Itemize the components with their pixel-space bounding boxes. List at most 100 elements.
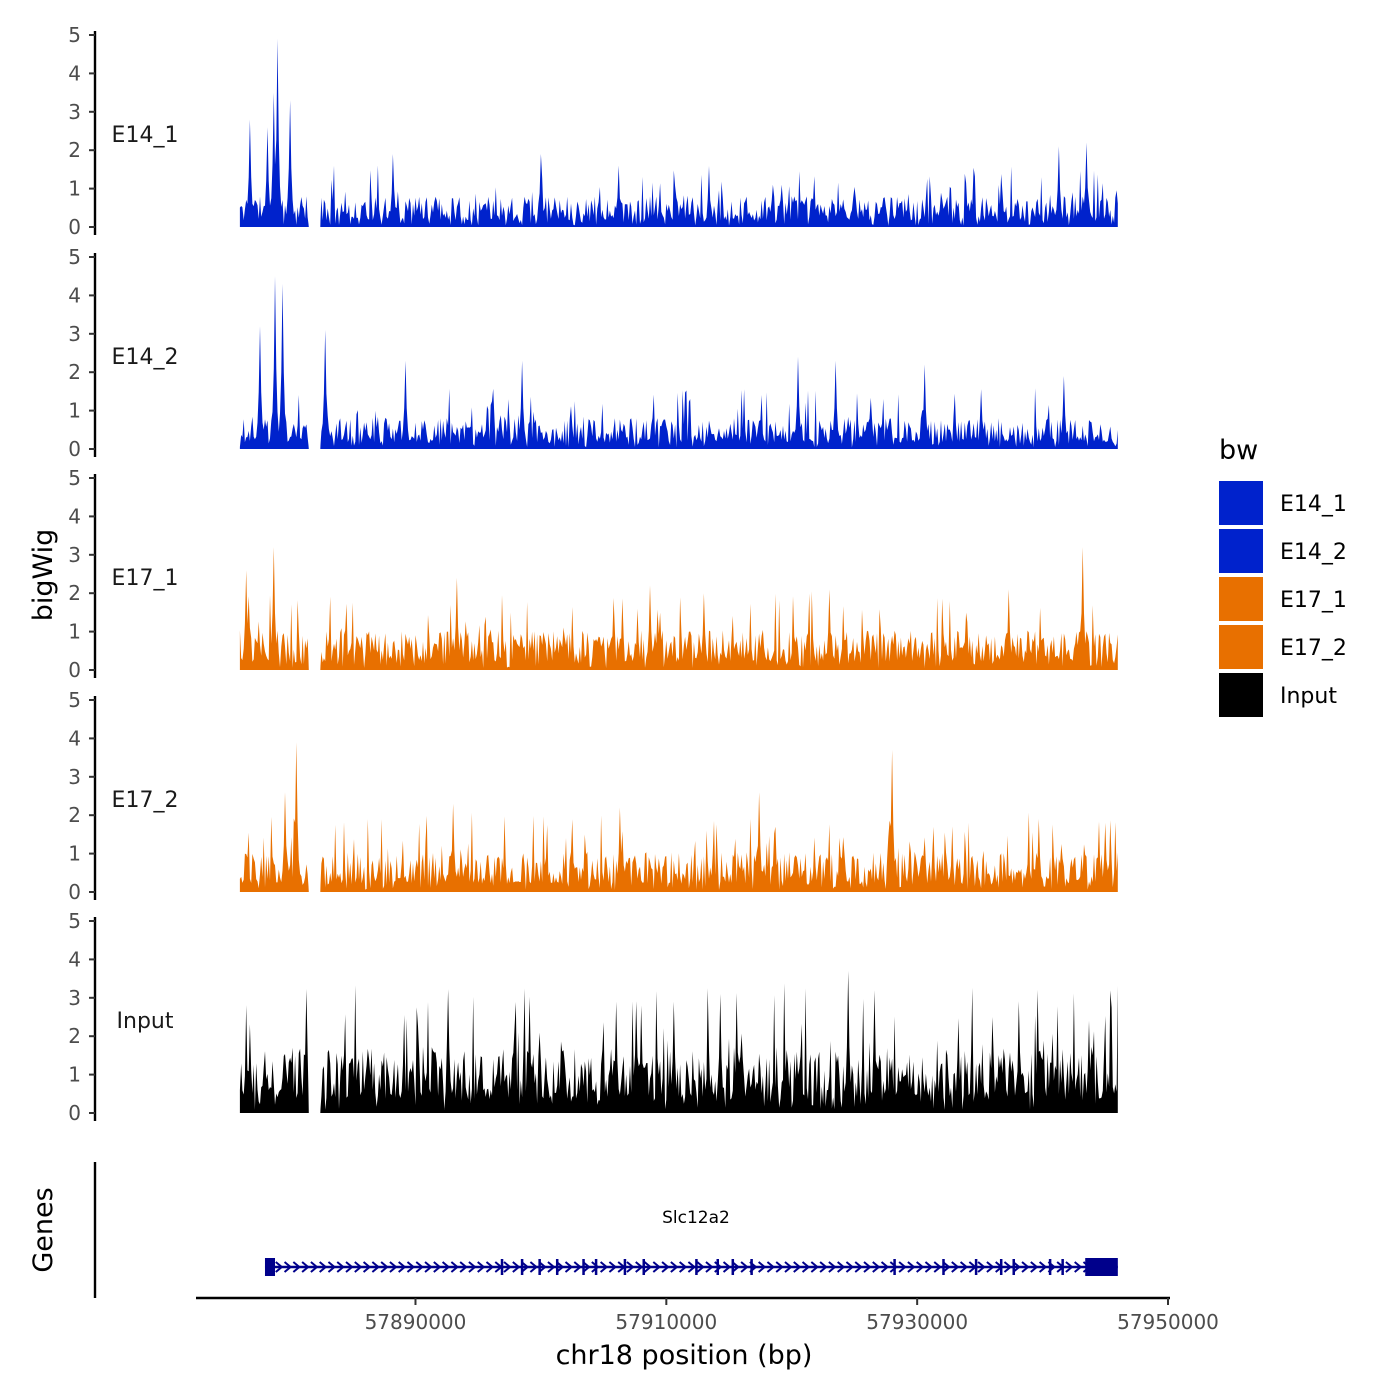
gene-exon — [1085, 1258, 1118, 1276]
y-tick-label: 3 — [68, 322, 81, 346]
y-tick-label: 1 — [68, 177, 81, 201]
strand-arrow — [801, 1261, 811, 1273]
strand-arrow — [784, 1261, 793, 1273]
gene-exon — [594, 1259, 598, 1275]
track-label: E17_1 — [112, 566, 179, 591]
y-tick-label: 3 — [68, 543, 81, 567]
strand-arrow — [398, 1261, 407, 1273]
strand-arrow — [1030, 1261, 1039, 1273]
strand-arrow — [696, 1261, 705, 1273]
strand-arrow — [362, 1261, 372, 1273]
y-tick-label: 4 — [68, 61, 81, 85]
gene-exon — [893, 1259, 896, 1275]
y-tick-label: 1 — [68, 1063, 81, 1087]
strand-arrow — [635, 1261, 644, 1273]
strand-arrow — [599, 1261, 609, 1273]
strand-arrow — [916, 1261, 925, 1273]
strand-arrow — [898, 1261, 907, 1273]
y-tick-label: 0 — [68, 880, 81, 904]
strand-arrow — [319, 1261, 328, 1273]
track-panel-E17_2: 0 1 2 3 4 5 E17_2 — [68, 688, 1118, 904]
strand-arrow — [722, 1261, 732, 1273]
track-panel-E17_1: 0 1 2 3 4 5 E17_1 — [68, 466, 1118, 682]
legend-swatch-E14_1 — [1219, 481, 1263, 525]
y-tick-label: 0 — [68, 1101, 81, 1125]
y-tick-label: 2 — [68, 803, 81, 827]
legend-label-Input: Input — [1280, 684, 1337, 709]
strand-arrow — [951, 1261, 960, 1273]
strand-arrow — [1003, 1261, 1013, 1273]
coverage-gap — [308, 700, 321, 894]
strand-arrow — [301, 1261, 310, 1273]
strand-arrow — [503, 1261, 512, 1273]
strand-arrow — [1012, 1261, 1021, 1273]
strand-arrow — [907, 1261, 916, 1273]
strand-arrow — [845, 1261, 854, 1273]
strand-arrow — [854, 1261, 863, 1273]
strand-arrow — [670, 1261, 679, 1273]
strand-arrow — [529, 1261, 538, 1273]
coverage-area-E17_1 — [239, 547, 1118, 670]
strand-arrow — [389, 1261, 398, 1273]
y-tick-label: 2 — [68, 138, 81, 162]
strand-arrow — [354, 1261, 363, 1273]
strand-arrow — [371, 1261, 380, 1273]
coverage-gap — [308, 478, 321, 672]
strand-arrow — [924, 1261, 934, 1273]
strand-arrow — [837, 1261, 846, 1273]
gene-exon — [942, 1259, 945, 1275]
strand-arrow — [986, 1261, 995, 1273]
gene-exon — [695, 1259, 698, 1275]
gene-exon — [500, 1259, 504, 1275]
coverage-gap — [308, 257, 321, 451]
genes-title: Genes — [28, 1187, 59, 1272]
track-label: E17_2 — [112, 788, 179, 813]
strand-arrow — [450, 1261, 459, 1273]
y-tick-label: 4 — [68, 726, 81, 750]
y-tick-label: 5 — [68, 909, 81, 933]
strand-arrow — [731, 1261, 740, 1273]
strand-arrow — [520, 1261, 530, 1273]
x-tick-label: 57890000 — [365, 1310, 467, 1334]
y-tick-label: 5 — [68, 688, 81, 712]
coverage-area-Input — [239, 970, 1118, 1113]
signal-tracks: 0 1 2 3 4 5 E14_1 0 1 2 3 4 5 E14_2 0 1 2 3 4 5 E17_1 0 1 2 3 4 5 E… — [68, 23, 1118, 1125]
y-tick-label: 4 — [68, 283, 81, 307]
strand-arrow — [1065, 1261, 1074, 1273]
gene-exon — [538, 1259, 541, 1275]
coverage-area-E14_1 — [239, 38, 1118, 227]
track-panel-Input: 0 1 2 3 4 5 Input — [68, 909, 1118, 1125]
legend-swatch-Input — [1219, 673, 1263, 717]
x-axis: chr18 position (bp) 57890000 57910000 5793… — [196, 1296, 1219, 1371]
strand-arrow — [424, 1261, 433, 1273]
strand-arrow — [889, 1261, 898, 1273]
strand-arrow — [766, 1261, 775, 1273]
strand-arrow — [1074, 1261, 1083, 1273]
coverage-gap — [308, 921, 321, 1115]
strand-arrow — [863, 1261, 872, 1273]
gene-exon — [1061, 1259, 1064, 1275]
strand-arrow — [275, 1261, 284, 1273]
legend-swatch-E17_2 — [1219, 625, 1263, 669]
strand-arrow — [380, 1261, 389, 1273]
strand-arrow — [345, 1261, 354, 1273]
y-tick-label: 3 — [68, 986, 81, 1010]
gene-exon — [582, 1259, 585, 1275]
strand-arrow — [441, 1261, 451, 1273]
y-tick-label: 4 — [68, 947, 81, 971]
gene-exon — [555, 1259, 559, 1275]
legend-label-E17_1: E17_1 — [1280, 588, 1347, 613]
strand-arrow — [538, 1261, 547, 1273]
strand-arrow — [591, 1261, 600, 1273]
strand-arrow — [512, 1261, 521, 1273]
strand-arrow — [626, 1261, 635, 1273]
strand-arrow — [977, 1261, 986, 1273]
strand-arrow — [310, 1261, 319, 1273]
strand-arrow — [828, 1261, 837, 1273]
strand-arrow — [819, 1261, 828, 1273]
track-panel-E14_1: 0 1 2 3 4 5 E14_1 — [68, 23, 1118, 239]
strand-arrow — [564, 1261, 574, 1273]
gene-exon — [623, 1259, 627, 1275]
legend-swatch-E14_2 — [1219, 529, 1263, 573]
